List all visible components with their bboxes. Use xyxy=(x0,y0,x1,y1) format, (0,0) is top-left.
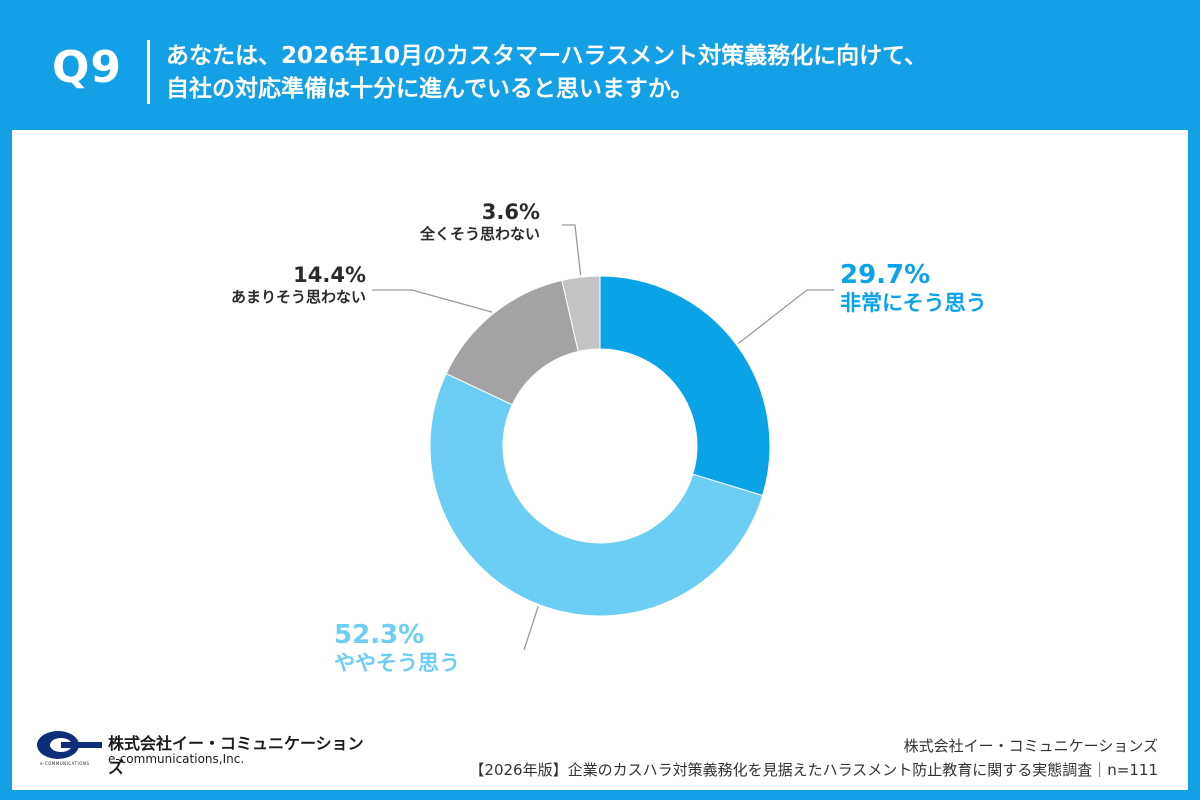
leader-line-very-much xyxy=(737,289,834,345)
donut-chart xyxy=(372,224,834,651)
logo-english-name: e-communications,Inc. xyxy=(108,752,245,766)
question-number: Q9 xyxy=(52,42,123,93)
logo-company-name: 株式会社イー・コミュニケーションズ xyxy=(108,734,364,777)
label-somewhat-percent: 52.3% xyxy=(334,620,425,650)
label-not-at-all: 3.6% 全くそう思わない xyxy=(420,200,540,244)
label-not-really-percent: 14.4% xyxy=(293,263,366,287)
company-logo-icon xyxy=(37,731,102,759)
question-header: Q9 あなたは、2026年10月のカスタマーハラスメント対策義務化に向けて、 自… xyxy=(0,0,1200,130)
label-not-really: 14.4% あまりそう思わない xyxy=(231,263,366,307)
footer-source: 【2026年版】企業のカスハラ対策義務化を見据えたハラスメント防止教育に関する実… xyxy=(469,761,1158,779)
company-logo: e-COMMUNICATIONS 株式会社イー・コミュニケーションズ e-com… xyxy=(36,730,376,780)
leader-line-somewhat xyxy=(523,606,539,651)
label-not-really-text: あまりそう思わない xyxy=(230,288,366,306)
leader-line-not-at-all xyxy=(562,224,582,276)
label-very-much-text: 非常にそう思う xyxy=(840,291,987,315)
label-somewhat: 52.3% ややそう思う xyxy=(334,620,460,676)
slice-not-at-all xyxy=(561,275,601,353)
label-not-at-all-percent: 3.6% xyxy=(481,200,540,224)
label-not-at-all-text: 全くそう思わない xyxy=(419,225,540,243)
label-very-much-percent: 29.7% xyxy=(840,260,931,290)
leader-line-not-really xyxy=(372,289,493,313)
question-line-2: 自社の対応準備は十分に進んでいると思いますか。 xyxy=(166,76,694,102)
footer-company: 株式会社イー・コミュニケーションズ xyxy=(903,737,1158,755)
logo-tiny-text: e-COMMUNICATIONS xyxy=(40,761,90,766)
question-text: あなたは、2026年10月のカスタマーハラスメント対策義務化に向けて、 自社の対… xyxy=(166,40,1166,106)
slice-somewhat xyxy=(429,372,764,617)
question-line-1: あなたは、2026年10月のカスタマーハラスメント対策義務化に向けて、 xyxy=(166,43,927,69)
label-somewhat-text: ややそう思う xyxy=(334,651,460,675)
header-divider xyxy=(147,40,150,104)
slice-very-much xyxy=(599,275,771,497)
chart-card: 29.7% 非常にそう思う 52.3% ややそう思う 14.4% あまりそう思わ… xyxy=(12,130,1188,790)
label-very-much: 29.7% 非常にそう思う xyxy=(840,260,987,316)
